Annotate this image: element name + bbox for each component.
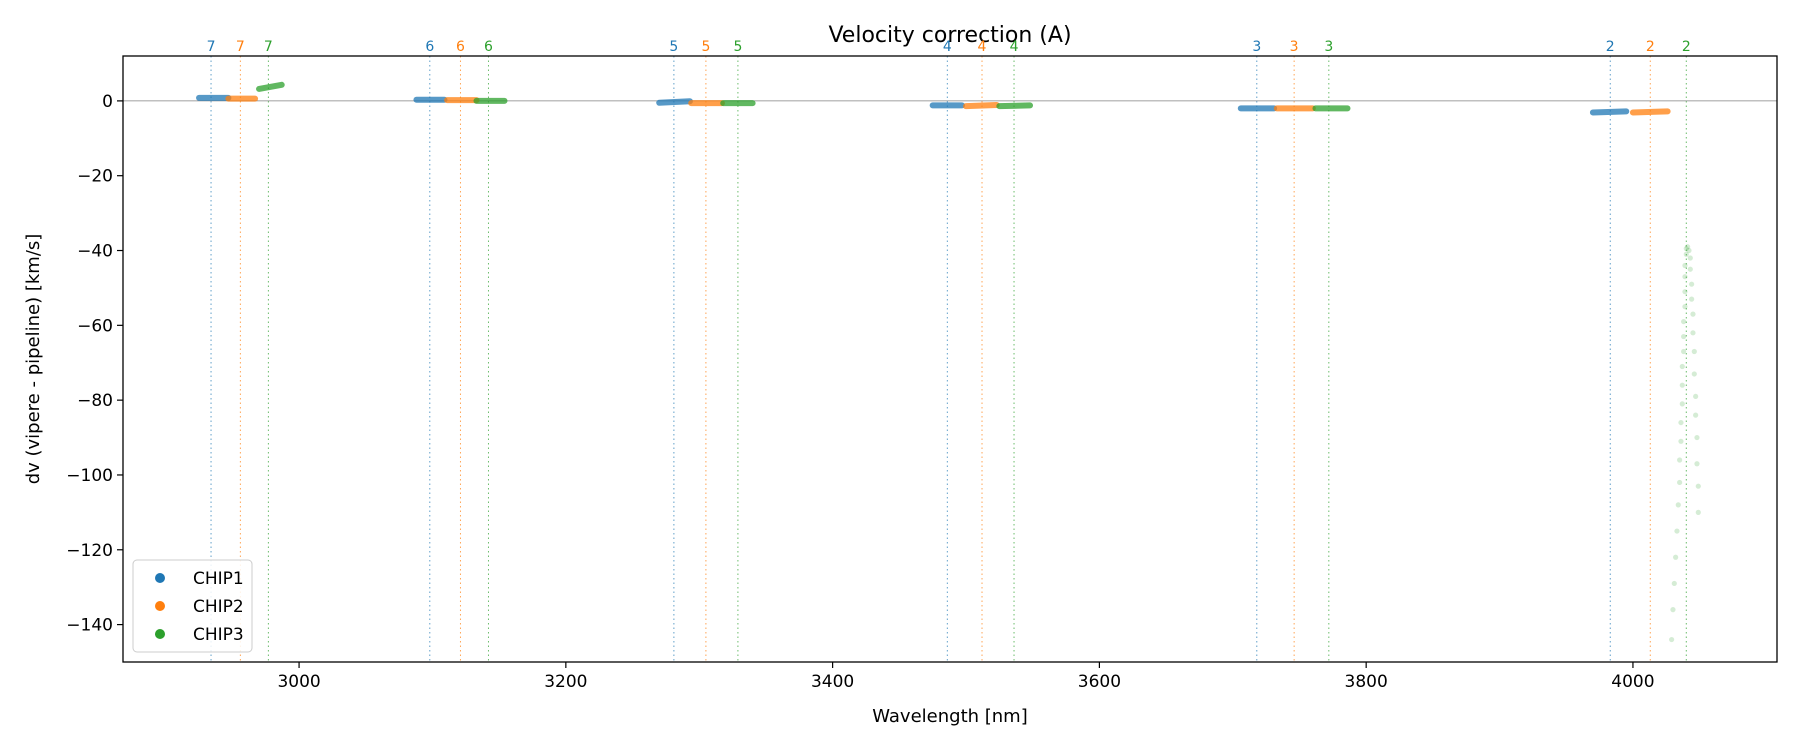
outlier-point-chip3 [1683,251,1689,257]
outlier-point-chip3 [1690,330,1696,336]
outlier-point-chip3 [1683,246,1689,252]
data-segment-chip1 [656,98,693,106]
outlier-point-chip3 [1691,371,1697,377]
legend-marker-chip3 [155,629,165,639]
x-tick-label: 3600 [1078,672,1121,692]
chart-title: Velocity correction (A) [828,23,1071,48]
outlier-point-chip3 [1671,580,1677,587]
y-tick-label: −100 [66,466,113,486]
data-segment-chip3 [996,102,1034,110]
order-label: 4 [943,39,952,55]
outlier-point-chip3 [1679,382,1685,388]
order-label: 4 [978,39,987,55]
outlier-point-chip3 [1690,311,1696,317]
outlier-point-chip3 [1689,296,1695,302]
y-axis-label: dv (vipere - pipeline) [km/s] [23,234,44,485]
outlier-point-chip3 [1682,262,1688,269]
outlier-point-chip3 [1682,289,1688,295]
plot-frame [122,55,1778,663]
order-label: 7 [264,39,273,55]
order-label: 5 [701,39,710,55]
x-tick-label: 3400 [811,672,854,692]
data-segment-chip3 [256,81,285,92]
y-tick-label: 0 [102,92,113,112]
x-axis-label: Wavelength [nm] [872,706,1028,727]
x-tick-label: 4000 [1611,672,1654,692]
outlier-point-chip3 [1673,554,1679,560]
order-label: 5 [733,39,742,55]
x-tick-label: 3000 [277,672,320,692]
order-label: 3 [1252,39,1261,55]
data-points [196,81,1701,643]
outlier-point-chip3 [1687,255,1693,261]
outlier-point-chip3 [1677,479,1683,486]
data-segment-chip2 [963,102,1000,110]
y-tick-label: −140 [66,616,113,636]
outlier-point-chip3 [1681,348,1687,355]
outlier-point-chip3 [1694,461,1700,467]
order-label: 5 [669,39,678,55]
outlier-point-chip3 [1687,266,1693,272]
legend-label-chip3: CHIP3 [193,625,244,645]
axis-ticks: 3000 3200 3400 3600 3800 4000 0 −20 −40 −60 −80 −10… [66,92,1654,692]
outlier-point-chip3 [1682,274,1688,280]
order-label: 2 [1646,39,1655,55]
data-segment-chip2 [1629,108,1671,116]
y-tick-label: −120 [66,541,113,561]
order-label: 6 [456,39,465,55]
outlier-point-chip3 [1669,636,1675,643]
outlier-point-chip3 [1678,438,1684,444]
outlier-point-chip3 [1693,393,1699,400]
order-label: 7 [236,39,245,55]
outlier-point-chip3 [1682,304,1688,310]
outlier-point-chip3 [1686,247,1692,254]
order-label: 7 [207,39,216,55]
outlier-point-chip3 [1691,348,1697,355]
legend: CHIP1 CHIP2 CHIP3 [132,559,253,653]
order-label: 3 [1290,39,1299,55]
x-tick-label: 3200 [544,672,587,692]
data-segment-chip1 [1589,108,1630,116]
y-tick-label: −40 [77,242,113,262]
y-tick-label: −60 [77,316,113,336]
order-label: 4 [1010,39,1019,55]
order-label: 6 [484,39,493,55]
order-label: 2 [1606,39,1615,55]
outlier-point-chip3 [1674,528,1680,534]
order-label: 6 [425,39,434,55]
order-lines [210,56,1687,662]
y-tick-label: −80 [77,391,113,411]
outlier-point-chip3 [1695,509,1701,515]
legend-label-chip1: CHIP1 [193,569,244,589]
x-tick-label: 3800 [1345,672,1388,692]
outlier-point-chip3 [1681,333,1687,340]
outlier-point-chip3 [1693,412,1699,418]
legend-box [132,559,253,653]
outlier-point-chip3 [1694,434,1700,441]
legend-marker-chip1 [155,573,165,583]
y-tick-label: −20 [77,167,113,187]
outlier-point-chip3 [1679,401,1685,407]
order-label: 2 [1682,39,1691,55]
outlier-point-chip3 [1695,483,1701,489]
outlier-point-chip3 [1670,607,1676,613]
legend-label-chip2: CHIP2 [193,597,244,617]
outlier-point-chip3 [1675,502,1681,508]
order-label: 3 [1324,39,1333,55]
outlier-point-chip3 [1681,318,1687,325]
outlier-point-chip3 [1679,363,1685,370]
outlier-point-chip3 [1689,281,1695,287]
outlier-point-chip3 [1677,457,1683,463]
order-labels: 7 7 7 6 6 6 5 5 5 4 4 4 3 3 3 2 2 2 [207,39,1691,55]
outlier-point-chip3 [1685,244,1691,250]
outlier-point-chip3 [1678,419,1684,426]
legend-marker-chip2 [155,601,165,611]
